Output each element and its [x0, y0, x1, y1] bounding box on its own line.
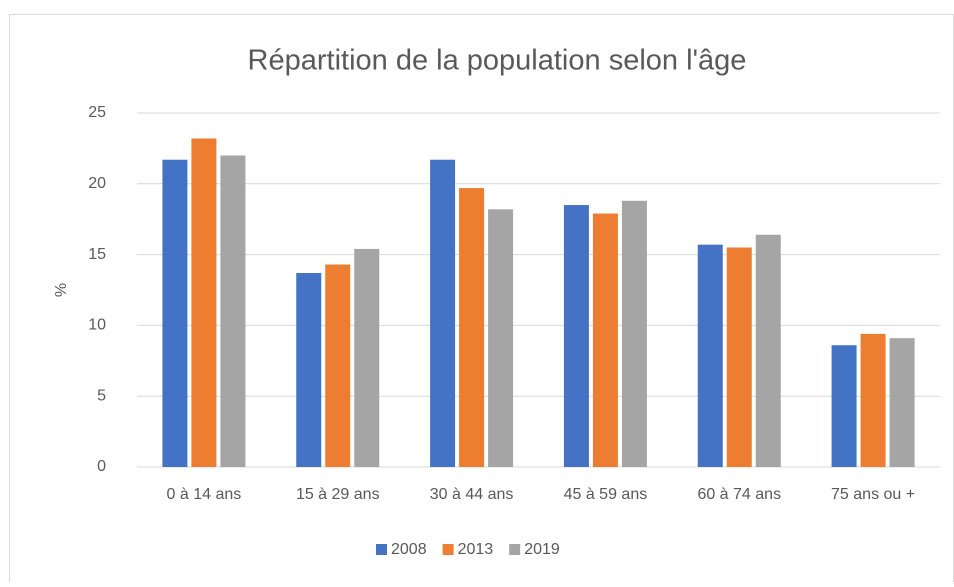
y-tick-label: 15: [88, 246, 106, 263]
y-tick-label: 5: [97, 387, 106, 404]
y-tick-label: 10: [88, 317, 106, 334]
x-tick-label: 15 à 29 ans: [296, 486, 380, 503]
bar: [726, 247, 752, 467]
legend-swatch: [509, 544, 521, 555]
bar: [831, 345, 857, 467]
bar: [354, 248, 380, 467]
y-tick-label: 25: [88, 104, 106, 121]
x-tick-label: 30 à 44 ans: [430, 486, 514, 503]
x-tick-label: 0 à 14 ans: [167, 486, 242, 503]
legend-label: 2019: [524, 541, 560, 558]
legend-swatch: [442, 544, 454, 555]
y-axis-label: %: [53, 283, 70, 297]
bar: [697, 244, 723, 467]
legend-label: 2008: [391, 541, 427, 558]
x-tick-label: 60 à 74 ans: [697, 486, 781, 503]
legend-label: 2013: [458, 541, 494, 558]
bar: [191, 138, 217, 467]
bar: [296, 273, 322, 467]
bar: [459, 188, 485, 467]
bar: [488, 209, 514, 467]
bar: [563, 205, 589, 468]
bar: [162, 159, 188, 467]
bar: [621, 200, 647, 468]
bar: [860, 333, 886, 467]
bar: [889, 338, 915, 467]
chart-title: Répartition de la population selon l'âge: [248, 45, 747, 77]
bar: [220, 155, 246, 468]
y-tick-label: 20: [88, 175, 106, 192]
x-tick-label: 75 ans ou +: [831, 486, 915, 503]
bar: [755, 234, 781, 467]
bar: [325, 264, 351, 467]
bar: [430, 159, 456, 467]
x-tick-label: 45 à 59 ans: [564, 486, 648, 503]
bar: [592, 213, 618, 467]
legend-swatch: [376, 544, 387, 555]
y-tick-label: 0: [97, 458, 106, 475]
